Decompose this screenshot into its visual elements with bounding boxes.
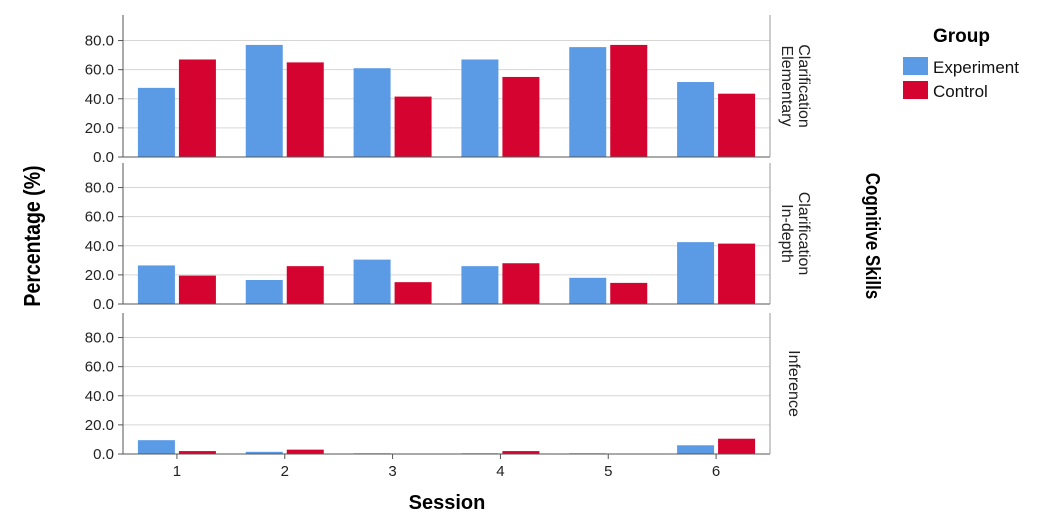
y-tick-label: 80.0: [85, 180, 114, 197]
y-tick-label: 60.0: [85, 62, 114, 79]
bar-control-session-2: [286, 449, 324, 454]
x-tick-label: 2: [281, 463, 289, 480]
bar-control-session-6: [718, 93, 756, 157]
bar-control-session-3: [394, 282, 432, 304]
bar-control-session-2: [286, 266, 324, 304]
y-tick-label: 60.0: [85, 359, 114, 376]
strip-label-line: Clarification: [795, 192, 812, 276]
legend: Group Experiment Control: [903, 26, 1019, 101]
bar-experiment-session-3: [353, 68, 391, 157]
x-tick-label: 4: [496, 463, 504, 480]
bar-experiment-session-5: [569, 277, 607, 304]
bar-control-session-1: [178, 59, 216, 157]
bar-experiment-session-2: [245, 279, 283, 304]
bar-experiment-session-4: [461, 266, 499, 304]
bar-experiment-session-6: [677, 242, 715, 304]
y-tick-label: 40.0: [85, 91, 114, 108]
bar-control-session-4: [502, 76, 540, 157]
y-tick-label: 0.0: [93, 296, 114, 313]
bar-experiment-session-1: [137, 87, 175, 157]
y-tick-label: 0.0: [93, 149, 114, 166]
strip-label-line: Clarification: [795, 44, 812, 128]
legend-swatch-control: [903, 81, 928, 99]
x-axis-title: Session: [409, 492, 486, 514]
panel-2: 0.0 20.0 40.0 60.0 80.0 In-depth Clarification: [85, 163, 812, 313]
bar-control-session-1: [178, 275, 216, 304]
strip-label-line: In-depth: [778, 204, 795, 263]
bar-control-session-1: [178, 451, 216, 454]
legend-label-control: Control: [933, 82, 988, 101]
bar-control-session-4: [502, 263, 540, 304]
y-tick-label: 40.0: [85, 388, 114, 405]
bar-control-session-5: [610, 282, 648, 304]
y-tick-label: 60.0: [85, 209, 114, 226]
panel-background: [123, 313, 770, 454]
legend-label-experiment: Experiment: [933, 58, 1019, 77]
legend-swatch-experiment: [903, 57, 928, 75]
bar-control-session-6: [718, 438, 756, 454]
y-tick-label: 20.0: [85, 417, 114, 434]
bar-experiment-session-1: [137, 265, 175, 304]
bar-control-session-3: [394, 96, 432, 157]
x-tick-label: 1: [173, 463, 181, 480]
y-tick-label: 20.0: [85, 120, 114, 137]
bar-experiment-session-3: [353, 259, 391, 304]
x-tick-label: 3: [388, 463, 396, 480]
bar-experiment-session-6: [677, 445, 715, 454]
panel-background: [123, 163, 770, 304]
y-tick-label: 40.0: [85, 238, 114, 255]
bar-experiment-session-1: [137, 440, 175, 454]
y-axis-title: Percentage (%): [20, 165, 46, 306]
strip-label-line: Elementary: [778, 46, 795, 127]
x-tick-label: 6: [712, 463, 720, 480]
y-tick-label: 80.0: [85, 330, 114, 347]
x-tick-label: 5: [604, 463, 612, 480]
panel-3: 0.0 20.0 40.0 60.0 80.0 Inference: [85, 313, 802, 463]
bar-experiment-session-2: [245, 44, 283, 157]
legend-title: Group: [933, 26, 990, 47]
bar-experiment-session-5: [569, 47, 607, 157]
panel-background: [123, 15, 770, 157]
bar-control-session-4: [502, 451, 540, 454]
panel-1: 0.0 20.0 40.0 60.0 80.0 Elementary Clarificati…: [85, 15, 812, 166]
y-tick-label: 0.0: [93, 446, 114, 463]
y-tick-label: 80.0: [85, 33, 114, 50]
bar-control-session-2: [286, 62, 324, 158]
strip-label-line: Inference: [785, 350, 802, 417]
bar-experiment-session-2: [245, 451, 283, 454]
y-tick-label: 20.0: [85, 267, 114, 284]
bar-control-session-5: [610, 44, 648, 157]
bar-experiment-session-4: [461, 59, 499, 157]
bar-control-session-6: [718, 243, 756, 304]
facet-title: Cognitive Skills: [862, 173, 885, 299]
bar-experiment-session-6: [677, 82, 715, 157]
x-tick-labels: 1 2 3 4 5 6: [173, 454, 720, 480]
